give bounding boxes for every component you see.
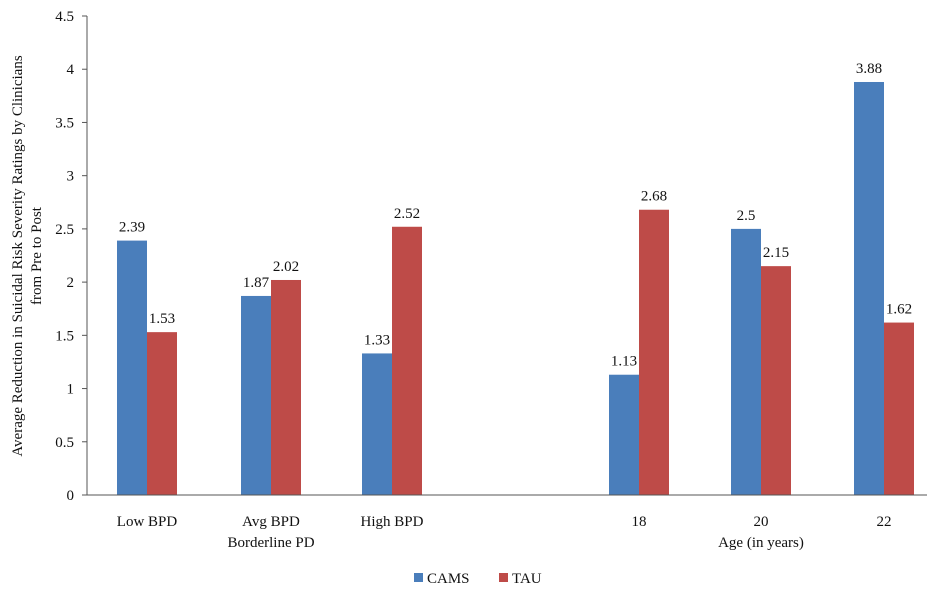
category-label: 18 [632, 514, 647, 530]
bar-tau-low-bpd [147, 332, 177, 495]
category-label: 22 [877, 514, 892, 530]
y-tick-label: 3 [67, 169, 75, 185]
data-label: 1.87 [243, 275, 270, 291]
category-label: 20 [754, 514, 769, 530]
category-labels: Low BPD Avg BPD High BPD 18 20 22 [117, 514, 892, 530]
data-label: 2.39 [119, 220, 145, 236]
data-label: 3.88 [856, 61, 882, 77]
bar-tau-avg-bpd [271, 279, 301, 495]
bar-tau-22 [884, 322, 914, 495]
legend-swatch-tau [499, 573, 508, 582]
legend-swatch-cams [414, 573, 423, 582]
bar-cams-20 [731, 228, 761, 495]
category-label: High BPD [361, 514, 424, 530]
legend-label-tau: TAU [512, 571, 542, 587]
data-label: 1.33 [364, 332, 390, 348]
legend: CAMS TAU [414, 571, 542, 587]
category-label: Low BPD [117, 514, 178, 530]
group-label: Borderline PD [227, 535, 314, 551]
bar-cams-18 [609, 374, 639, 495]
y-axis-label-line-2: from Pre to Post [29, 206, 45, 305]
data-label: 2.15 [763, 245, 789, 261]
y-axis-label-line-1: Average Reduction in Suicidal Risk Sever… [10, 55, 26, 456]
bar-cams-22 [854, 81, 884, 496]
bars [117, 81, 914, 496]
category-label: Avg BPD [242, 514, 300, 530]
group-label: Age (in years) [718, 535, 804, 551]
legend-label-cams: CAMS [427, 571, 470, 587]
y-tick-label: 2 [67, 275, 75, 291]
group-labels: Borderline PD Age (in years) [227, 535, 803, 551]
y-tick-label: 1.5 [55, 328, 74, 344]
bar-tau-18 [639, 209, 669, 495]
y-tick-label: 4 [67, 62, 75, 78]
bar-tau-high-bpd [392, 226, 422, 495]
bar-cams-low-bpd [117, 240, 147, 495]
data-label: 2.52 [394, 206, 420, 222]
bar-cams-high-bpd [362, 353, 392, 495]
y-tick-label: 3.5 [55, 115, 74, 131]
y-tick-label: 1 [67, 382, 75, 398]
y-tick-label: 0 [67, 488, 75, 504]
y-axis-ticks: 0 0.5 1 1.5 2 2.5 3 3.5 4 4.5 [55, 9, 87, 504]
data-label: 2.5 [737, 208, 756, 224]
data-label: 2.02 [273, 259, 299, 275]
data-label: 1.62 [886, 302, 912, 318]
y-tick-label: 0.5 [55, 435, 74, 451]
data-label: 1.13 [611, 354, 637, 370]
data-label: 2.68 [641, 189, 667, 205]
y-tick-label: 4.5 [55, 9, 74, 25]
data-label: 1.53 [149, 311, 175, 327]
data-labels: 2.39 1.87 1.33 1.13 2.5 3.88 1.53 2.02 2.52 2.68 2… [119, 61, 912, 370]
bar-cams-avg-bpd [241, 295, 271, 495]
y-tick-label: 2.5 [55, 222, 74, 238]
bar-tau-20 [761, 266, 791, 495]
